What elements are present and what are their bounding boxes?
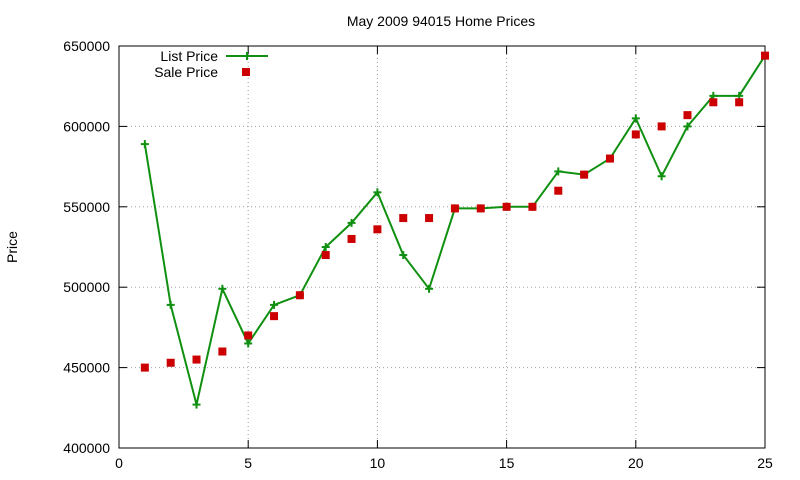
x-tick-label: 5 xyxy=(244,455,252,471)
tick-labels: 0 5 10 15 20 25 400000 450000 500000 550000 600000… xyxy=(63,38,773,471)
legend-label-sale-price: Sale Price xyxy=(154,64,218,80)
plot-border xyxy=(118,45,766,449)
list-price-point xyxy=(425,284,434,293)
list-price-point xyxy=(140,140,149,149)
sale-price-point xyxy=(347,234,356,243)
y-tick-label: 550000 xyxy=(63,199,110,215)
x-tick-label: 0 xyxy=(115,455,123,471)
sale-price-point xyxy=(270,312,279,321)
list-price-point xyxy=(218,284,227,293)
y-tick-label: 500000 xyxy=(63,279,110,295)
sale-price-point xyxy=(528,202,537,211)
sale-price-point xyxy=(140,363,149,372)
sale-price-point xyxy=(761,51,769,60)
sale-price-point xyxy=(425,214,434,223)
list-price-point xyxy=(192,400,201,409)
x-tick-label: 10 xyxy=(370,455,386,471)
y-tick-label: 600000 xyxy=(63,118,110,134)
sale-price-point xyxy=(657,122,666,131)
sale-price-point xyxy=(502,202,511,211)
sale-price-point xyxy=(554,186,563,195)
sale-price-point xyxy=(218,347,227,356)
list-price-point xyxy=(270,300,279,309)
sale-price-point xyxy=(631,130,640,139)
y-axis-label: Price xyxy=(4,231,20,263)
x-tick-label: 15 xyxy=(499,455,515,471)
y-tick-label: 450000 xyxy=(63,360,110,376)
legend-swatch-sale-price xyxy=(242,68,250,76)
y-tick-label: 650000 xyxy=(63,38,110,54)
list-price-point xyxy=(683,122,692,131)
list-price-point xyxy=(166,300,175,309)
sale-price-point xyxy=(450,204,459,213)
y-tick-label: 400000 xyxy=(63,440,110,456)
list-price-point xyxy=(321,243,330,251)
sale-price-point xyxy=(166,358,175,367)
tick-marks xyxy=(118,45,766,449)
list-price-point xyxy=(631,114,640,123)
list-price-point xyxy=(399,251,408,260)
legend-label-list-price: List Price xyxy=(160,48,218,64)
sale-price-point xyxy=(683,111,692,120)
sale-price-point xyxy=(321,251,330,260)
grid-lines xyxy=(119,46,765,448)
sale-price-point xyxy=(605,154,614,163)
sale-price-point xyxy=(735,98,744,107)
sale-price-point xyxy=(399,214,408,223)
sale-price-point xyxy=(580,170,589,179)
sale-price-point xyxy=(244,331,253,340)
chart-title: May 2009 94015 Home Prices xyxy=(347,13,535,29)
sale-price-point xyxy=(709,98,718,107)
list-price-point xyxy=(373,188,382,197)
sale-price-point xyxy=(192,355,201,364)
series-layer xyxy=(140,51,769,409)
list-price-point xyxy=(244,339,253,348)
list-price-point xyxy=(554,167,563,176)
sale-price-point xyxy=(295,291,304,300)
list-price-line xyxy=(143,55,766,405)
list-price-point xyxy=(657,172,666,181)
x-tick-label: 20 xyxy=(628,455,644,471)
x-tick-label: 25 xyxy=(757,455,773,471)
sale-price-point xyxy=(373,225,382,234)
sale-price-point xyxy=(476,204,485,213)
list-price-point xyxy=(347,218,356,227)
